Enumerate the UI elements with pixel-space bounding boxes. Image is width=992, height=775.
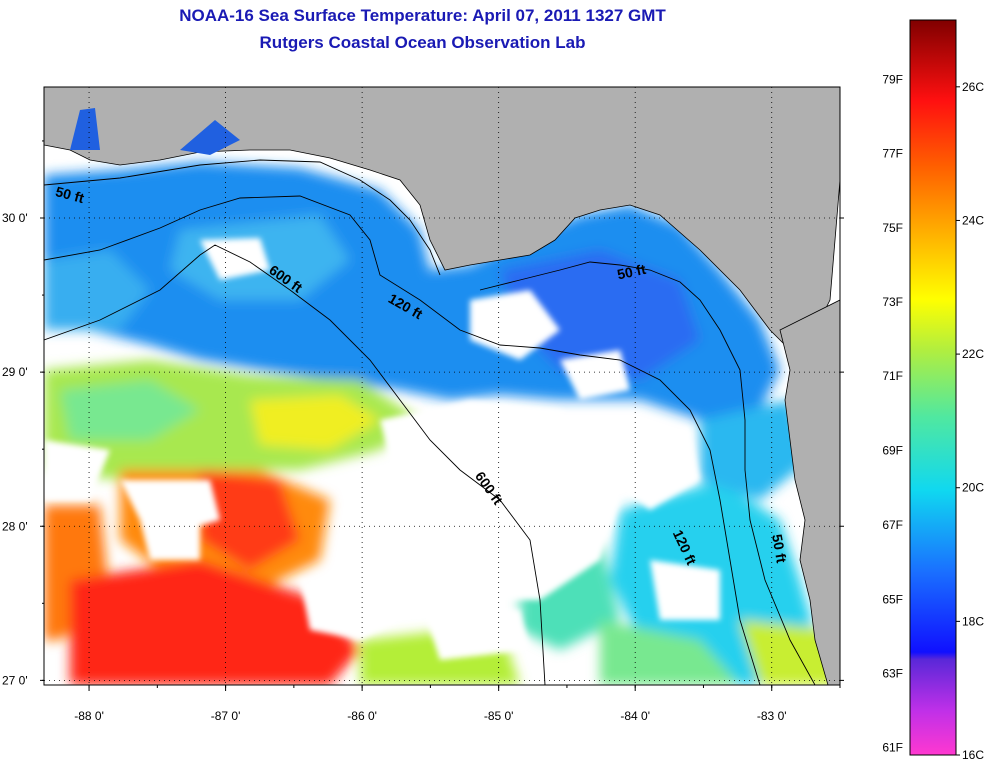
bay-inlet (70, 108, 240, 155)
colorbar: 61F 63F 65F 67F 69F 71F 73F 75F 77F 79F 16C 18C 20C 2… (882, 19, 984, 762)
colorbar-f-label: 71F (882, 369, 903, 383)
colorbar-f-label: 79F (882, 72, 903, 86)
colorbar-c-label: 16C (962, 748, 984, 762)
y-tick-label: 27 0' (2, 673, 28, 687)
colorbar-c-label: 18C (962, 614, 984, 628)
land-florida-peninsula (779, 299, 840, 685)
x-tick-label: -83 0' (757, 709, 787, 723)
map-subtitle: Rutgers Coastal Ocean Observation Lab (259, 33, 586, 52)
colorbar-f-label: 61F (882, 741, 903, 755)
map-title: NOAA-16 Sea Surface Temperature: April 0… (179, 6, 666, 25)
colorbar-f-label: 77F (882, 147, 903, 161)
colorbar-f-label: 67F (882, 518, 903, 532)
x-tick-label: -88 0' (74, 709, 104, 723)
sst-field (44, 162, 840, 685)
contour-label: 50 ft (769, 533, 790, 564)
y-tick-label: 28 0' (2, 519, 28, 533)
colorbar-c-label: 22C (962, 347, 984, 361)
colorbar-f-label: 73F (882, 295, 903, 309)
x-tick-label: -84 0' (620, 709, 650, 723)
contour-120ft (44, 195, 761, 685)
colorbar-f-label: 69F (882, 443, 903, 457)
x-tick-label: -86 0' (347, 709, 377, 723)
x-tick-label: -87 0' (211, 709, 241, 723)
colorbar-f-label: 65F (882, 592, 903, 606)
colorbar-c-label: 24C (962, 213, 984, 227)
y-tick-label: 29 0' (2, 365, 28, 379)
colorbar-f-label: 75F (882, 221, 903, 235)
bathymetry-contours (44, 159, 816, 685)
map-frame (43, 86, 841, 686)
contour-600ft (44, 244, 546, 685)
contour-label: 50 ft (616, 261, 648, 283)
contour-50ft-florida (479, 261, 816, 685)
axis-ticks: -88 0' -87 0' -86 0' -85 0' -84 0' -83 0' 30 0… (2, 140, 844, 723)
colorbar-labels: 61F 63F 65F 67F 69F 71F 73F 75F 77F 79F 16C 18C 20C 2… (882, 72, 984, 762)
contour-50ft-north (44, 159, 441, 276)
land-north-coast (44, 87, 840, 361)
colorbar-c-label: 26C (962, 80, 984, 94)
colorbar-c-label: 20C (962, 481, 984, 495)
colorbar-f-label: 63F (882, 666, 903, 680)
colorbar-gradient (909, 19, 957, 756)
contour-label: 50 ft (54, 183, 86, 206)
x-tick-label: -85 0' (484, 709, 514, 723)
y-tick-label: 30 0' (2, 211, 28, 225)
